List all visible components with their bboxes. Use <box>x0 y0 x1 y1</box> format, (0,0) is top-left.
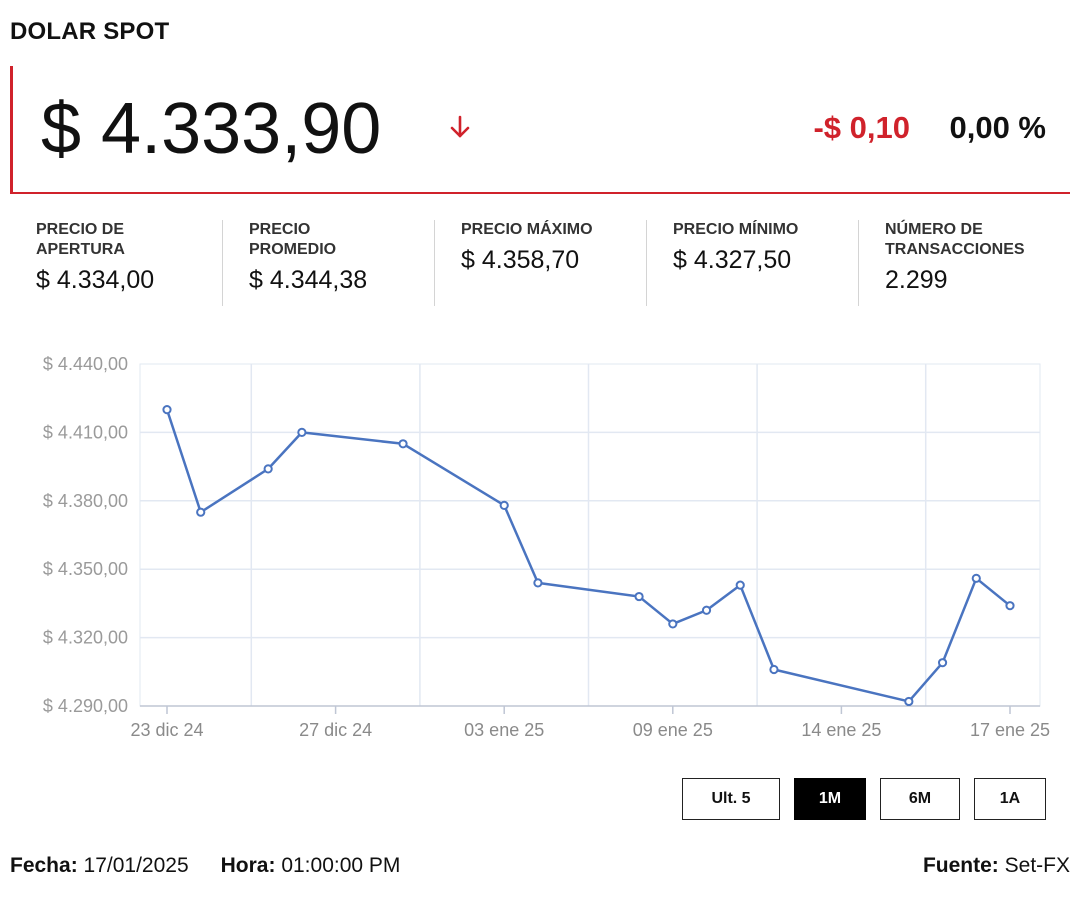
footer-source: Fuente: Set-FX <box>922 854 1070 877</box>
stat-value: $ 4.358,70 <box>461 246 580 274</box>
range-selector: Ult. 5 1M 6M 1A <box>682 778 1046 820</box>
footer-date: Fecha: 17/01/2025 <box>10 854 189 877</box>
stat-value: $ 4.344,38 <box>249 266 368 294</box>
y-tick-label: $ 4.410,00 <box>43 422 128 442</box>
price-change-percent: 0,00 % <box>949 110 1046 145</box>
x-tick-label: 17 ene 25 <box>970 720 1050 740</box>
x-tick-label: 27 dic 24 <box>299 720 372 740</box>
data-point <box>634 591 644 602</box>
data-point <box>769 664 779 675</box>
data-point <box>735 580 745 590</box>
footer: Fecha: 17/01/2025 Hora: 01:00:00 PM Fuen… <box>10 854 1070 878</box>
stats-row: PRECIO DE APERTURA $ 4.334,00 PRECIO PROME… <box>10 220 1070 306</box>
stat-label: PRECIO MÁXIMO <box>461 221 593 238</box>
stat-max-price: PRECIO MÁXIMO $ 4.358,70 <box>434 220 646 306</box>
price-change: -$ 0,10 <box>813 110 910 145</box>
stat-transactions: NÚMERO DE TRANSACCIONES 2.299 <box>858 220 1070 306</box>
x-tick-label: 23 dic 24 <box>130 720 203 740</box>
data-point <box>162 405 172 415</box>
data-point <box>533 578 543 588</box>
data-point <box>701 605 712 615</box>
stat-opening-price: PRECIO DE APERTURA $ 4.334,00 <box>10 220 222 306</box>
data-point <box>668 619 678 629</box>
data-point <box>1005 601 1015 611</box>
footer-time: Hora: 01:00:00 PM <box>220 854 401 877</box>
stat-value: $ 4.327,50 <box>673 246 792 274</box>
stat-label: PRECIO DE APERTURA <box>36 221 125 258</box>
y-tick-label: $ 4.350,00 <box>43 559 128 579</box>
range-button-1a[interactable]: 1A <box>974 778 1046 820</box>
data-point <box>297 427 307 438</box>
y-tick-label: $ 4.320,00 <box>43 628 128 648</box>
data-point <box>904 696 914 707</box>
y-tick-label: $ 4.380,00 <box>43 491 128 511</box>
data-point <box>937 658 948 668</box>
stat-label: PRECIO MÍNIMO <box>673 221 799 238</box>
stat-value: $ 4.334,00 <box>36 266 155 294</box>
range-button-ult5[interactable]: Ult. 5 <box>682 778 780 820</box>
series-line <box>165 409 1011 703</box>
price-line-chart: $ 4.440,00 $ 4.410,00 $ 4.380,00 $ 4.350,00… <box>43 354 1050 740</box>
y-tick-label: $ 4.290,00 <box>43 696 128 716</box>
x-tick-label: 03 ene 25 <box>464 720 544 740</box>
range-button-1m[interactable]: 1M <box>794 778 866 820</box>
plot-area <box>139 363 1041 707</box>
stat-average-price: PRECIO PROMEDIO $ 4.344,38 <box>222 220 434 306</box>
data-point <box>263 464 273 474</box>
stat-min-price: PRECIO MÍNIMO $ 4.327,50 <box>646 220 858 306</box>
y-tick-label: $ 4.440,00 <box>43 354 128 374</box>
range-button-6m[interactable]: 6M <box>880 778 960 820</box>
stat-label: NÚMERO DE TRANSACCIONES <box>885 221 1025 258</box>
x-tick-label: 14 ene 25 <box>801 720 881 740</box>
data-point <box>196 507 206 517</box>
price-panel: $ 4.333,90 -$ 0,10 0,00 % <box>10 66 1070 194</box>
current-price: $ 4.333,90 <box>41 89 382 169</box>
data-point <box>398 439 408 449</box>
page-title: DOLAR SPOT <box>10 18 170 45</box>
data-point <box>499 500 509 510</box>
arrow-down-icon <box>450 115 470 138</box>
data-point <box>971 573 981 583</box>
x-tick-label: 09 ene 25 <box>633 720 713 740</box>
stat-value: 2.299 <box>885 266 948 294</box>
stat-label: PRECIO PROMEDIO <box>249 221 337 258</box>
